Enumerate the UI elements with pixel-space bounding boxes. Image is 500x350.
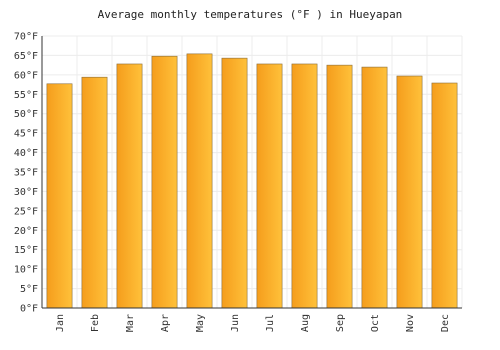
bar bbox=[116, 63, 143, 309]
x-tick-label: Mar bbox=[125, 314, 136, 332]
bar bbox=[361, 66, 388, 309]
x-tick-label: Aug bbox=[300, 314, 311, 332]
bar bbox=[396, 75, 423, 309]
y-tick-label: 0°F bbox=[20, 304, 38, 315]
bar bbox=[186, 53, 213, 309]
x-tick-label: Dec bbox=[440, 314, 451, 332]
x-tick-label: Nov bbox=[405, 314, 416, 332]
y-tick-label: 70°F bbox=[14, 32, 38, 43]
bar bbox=[151, 55, 178, 309]
y-tick-label: 25°F bbox=[14, 206, 38, 217]
bar bbox=[291, 63, 318, 309]
x-tick-label: May bbox=[195, 314, 206, 332]
x-tick-label: Jul bbox=[265, 314, 276, 332]
y-tick-label: 65°F bbox=[14, 51, 38, 62]
y-tick-label: 20°F bbox=[14, 226, 38, 237]
y-tick-label: 5°F bbox=[20, 284, 38, 295]
x-tick-label: Jun bbox=[230, 314, 241, 332]
chart-title: Average monthly temperatures (°F ) in Hu… bbox=[98, 8, 403, 21]
y-tick-label: 10°F bbox=[14, 265, 38, 276]
x-tick-label: Sep bbox=[335, 314, 346, 332]
y-tick-label: 15°F bbox=[14, 245, 38, 256]
y-tick-label: 50°F bbox=[14, 109, 38, 120]
bar bbox=[81, 76, 108, 309]
bar bbox=[326, 64, 353, 309]
y-tick-label: 30°F bbox=[14, 187, 38, 198]
x-tick-label: Oct bbox=[370, 314, 381, 332]
y-tick-label: 40°F bbox=[14, 148, 38, 159]
x-tick-label: Apr bbox=[160, 314, 171, 332]
x-tick-label: Feb bbox=[90, 314, 101, 332]
bar bbox=[256, 63, 283, 309]
bar bbox=[221, 57, 248, 309]
bar bbox=[431, 82, 458, 309]
y-tick-label: 55°F bbox=[14, 90, 38, 101]
y-tick-label: 45°F bbox=[14, 129, 38, 140]
x-tick-label: Jan bbox=[55, 314, 66, 332]
y-tick-label: 35°F bbox=[14, 168, 38, 179]
y-tick-label: 60°F bbox=[14, 70, 38, 81]
bar bbox=[46, 83, 73, 309]
